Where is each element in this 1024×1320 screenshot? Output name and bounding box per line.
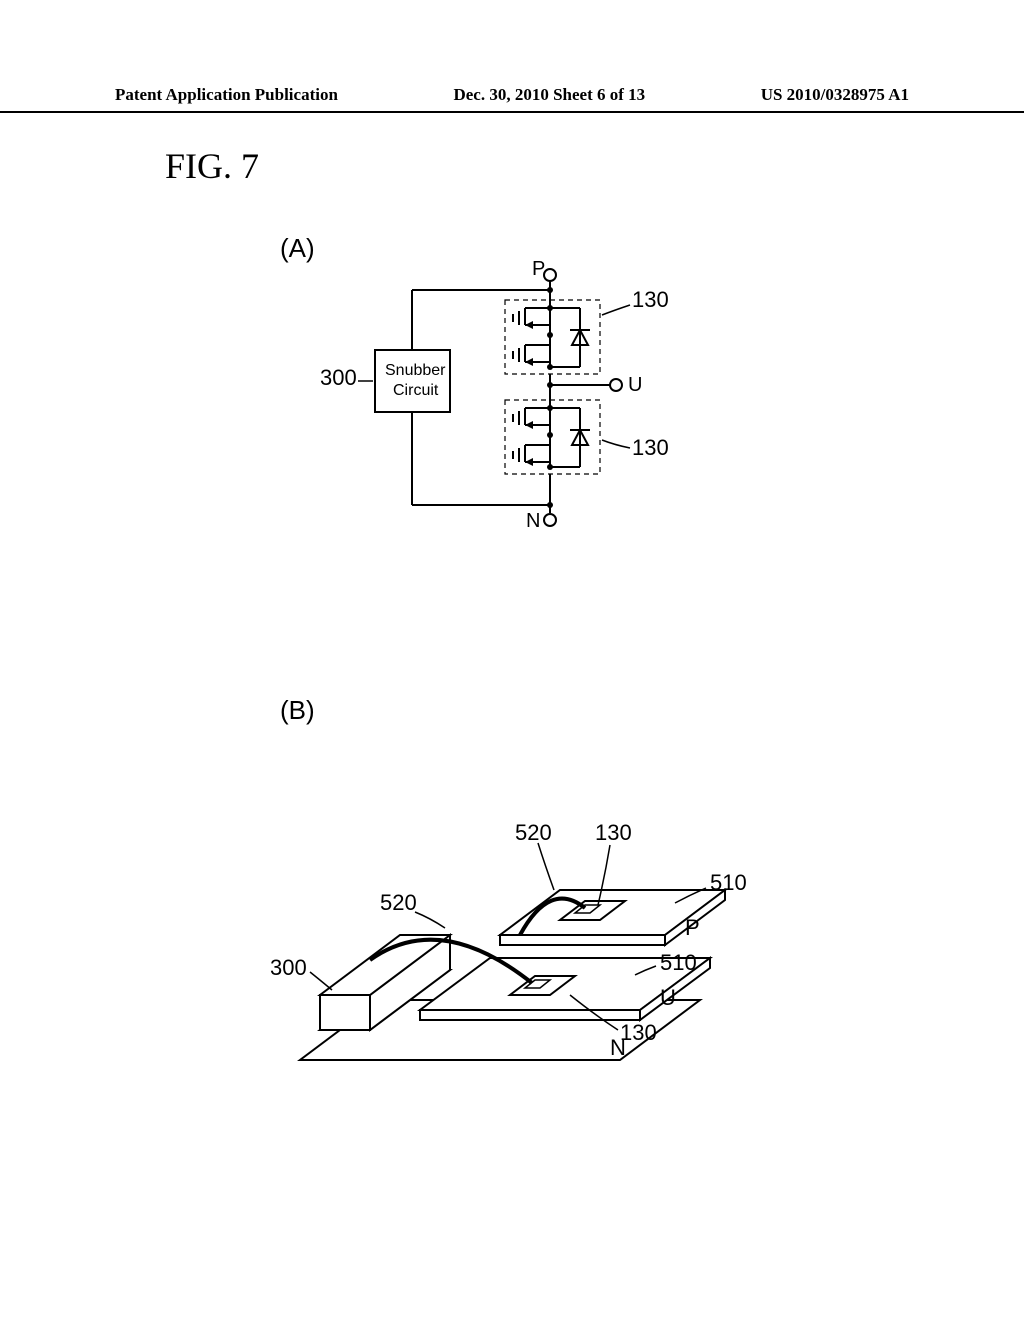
- ref-130-lower: 130: [632, 435, 669, 460]
- snubber-box: [375, 350, 450, 412]
- ref-510b: 510: [660, 950, 697, 975]
- ref-520b: 520: [515, 820, 552, 845]
- ref-520a: 520: [380, 890, 417, 915]
- panel-b-label: (B): [280, 695, 315, 726]
- terminal-p: P: [532, 258, 545, 280]
- terminal-n-circle: [544, 514, 556, 526]
- ref-300: 300: [320, 365, 357, 390]
- upper-left-transistors: [513, 308, 550, 366]
- header-right: US 2010/0328975 A1: [761, 85, 909, 105]
- lower-diode: [550, 408, 590, 467]
- label-p: P: [685, 915, 700, 940]
- header-left: Patent Application Publication: [115, 85, 338, 105]
- panel-a-diagram: Snubber Circuit 300 P: [300, 245, 720, 575]
- page-header: Patent Application Publication Dec. 30, …: [0, 85, 1024, 113]
- header-center: Dec. 30, 2010 Sheet 6 of 13: [453, 85, 645, 105]
- ref-130b-b: 130: [620, 1020, 657, 1045]
- ref-130-upper: 130: [632, 287, 669, 312]
- ref-510a: 510: [710, 870, 747, 895]
- terminal-p-circle: [544, 269, 556, 281]
- lower-left-transistors: [513, 408, 550, 466]
- panel-b-diagram: N 300 U P 520 520 130 510 510 130: [240, 760, 800, 1110]
- ref-130a-b: 130: [595, 820, 632, 845]
- figure-title: FIG. 7: [165, 145, 259, 187]
- upper-diode: [550, 308, 590, 367]
- terminal-n: N: [526, 510, 540, 532]
- label-u: U: [660, 985, 676, 1010]
- snubber-text-1: Snubber: [385, 362, 446, 379]
- terminal-u: U: [628, 374, 642, 396]
- snubber-text-2: Circuit: [393, 382, 439, 399]
- terminal-u-circle: [610, 379, 622, 391]
- ref-300-b: 300: [270, 955, 307, 980]
